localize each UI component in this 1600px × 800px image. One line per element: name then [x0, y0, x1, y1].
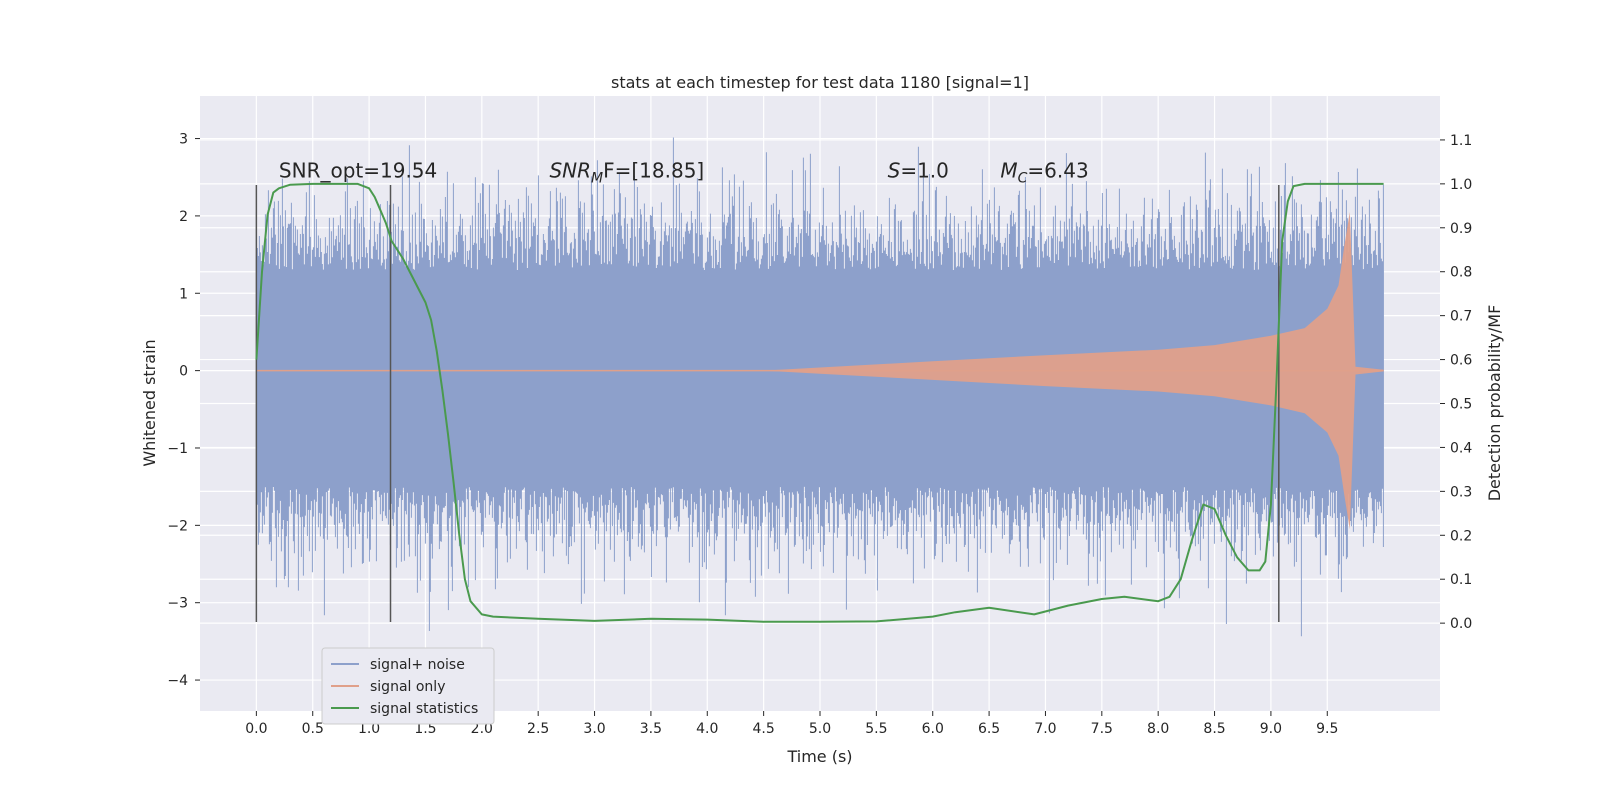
annotations: SNR_opt=19.54 SNRMF=[18.85] S=1.0 MC=6.43 — [279, 158, 1089, 186]
y2-tick-label: 0.2 — [1450, 528, 1472, 544]
x-tick-label: 5.5 — [865, 721, 887, 737]
x-tick-label: 6.0 — [922, 721, 944, 737]
signal-only-series — [256, 212, 1384, 530]
y2-axis-label: Detection probability/MF — [1485, 305, 1504, 502]
x-tick-label: 5.0 — [809, 721, 831, 737]
x-tick-label: 2.5 — [527, 721, 549, 737]
y2-tick-label: 0.7 — [1450, 309, 1472, 325]
x-tick-label: 9.0 — [1260, 721, 1282, 737]
x-tick-label: 3.5 — [640, 721, 662, 737]
y2-tick-label: 0.8 — [1450, 265, 1472, 281]
y-tick-label: −2 — [167, 518, 188, 534]
x-tick-label: 4.5 — [753, 721, 775, 737]
legend-label-signal-statistics: signal statistics — [370, 701, 478, 717]
y-tick-label: −3 — [167, 596, 188, 612]
annotation: MC=6.43 — [1000, 158, 1088, 186]
x-axis-label: Time (s) — [786, 747, 852, 766]
y-tick-label: 3 — [179, 132, 188, 148]
x-tick-label: 0.5 — [302, 721, 324, 737]
y2-tick-label: 1.0 — [1450, 177, 1472, 193]
y-tick-label: −1 — [167, 441, 188, 457]
y2-tick-label: 0.6 — [1450, 353, 1472, 369]
y2-tick-label: 0.9 — [1450, 221, 1472, 237]
x-tick-label: 9.5 — [1316, 721, 1338, 737]
chart-title: stats at each timestep for test data 118… — [611, 73, 1029, 92]
legend-box — [321, 647, 495, 725]
x-tick-label: 7.5 — [1091, 721, 1113, 737]
x-tick-label: 3.0 — [583, 721, 605, 737]
x-tick-label: 1.0 — [358, 721, 380, 737]
y-tick-label: 1 — [179, 286, 188, 302]
legend-label-signal-only: signal only — [370, 679, 445, 695]
x-tick-label: 8.0 — [1147, 721, 1169, 737]
x-tick-label: 0.0 — [245, 721, 267, 737]
y2-tick-label: 0.1 — [1450, 572, 1472, 588]
y-tick-label: −4 — [167, 673, 188, 689]
y2-axis-ticks: 0.0 0.1 0.2 0.3 0.4 0.5 0.6 0.7 0.8 0.9 1.0 1.1 — [1440, 133, 1472, 632]
signal-statistics-series — [255, 182, 1384, 623]
y2-tick-label: 0.4 — [1450, 440, 1472, 456]
annotation: SNRMF=[18.85] — [549, 158, 704, 186]
x-tick-label: 4.0 — [696, 721, 718, 737]
y-tick-label: 2 — [179, 209, 188, 225]
x-tick-label: 1.5 — [414, 721, 436, 737]
y2-tick-label: 0.3 — [1450, 484, 1472, 500]
x-tick-label: 8.5 — [1203, 721, 1225, 737]
x-axis-ticks: 0.0 0.5 1.0 1.5 2.0 2.5 3.0 3.5 4.0 4.5 5.0 5.5 6.0 6… — [245, 711, 1338, 737]
legend: signal+ noise signal only signal statist… — [321, 647, 495, 725]
x-tick-label: 2.0 — [471, 721, 493, 737]
y2-tick-label: 0.5 — [1450, 397, 1472, 413]
y-axis-ticks: −4 −3 −2 −1 0 1 2 3 — [167, 132, 200, 689]
y-axis-label: Whitened strain — [140, 339, 159, 466]
legend-label-signal-noise: signal+ noise — [370, 657, 465, 673]
annotation: S=1.0 — [888, 158, 949, 182]
vertical-markers — [255, 184, 1280, 623]
x-tick-label: 7.0 — [1034, 721, 1056, 737]
x-tick-label: 6.5 — [978, 721, 1000, 737]
y-tick-label: 0 — [179, 364, 188, 380]
y2-tick-label: 1.1 — [1450, 133, 1472, 149]
y2-tick-label: 0.0 — [1450, 616, 1472, 632]
annotation: SNR_opt=19.54 — [279, 158, 437, 182]
signal-statistics-line — [255, 182, 1384, 623]
